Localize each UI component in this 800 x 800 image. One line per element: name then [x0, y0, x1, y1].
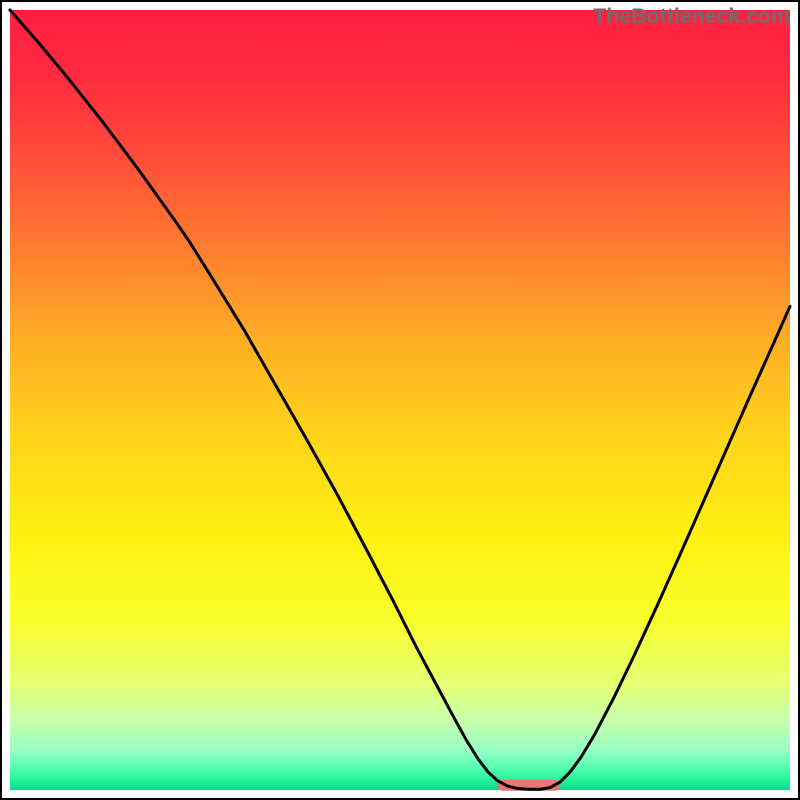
- chart-background: [10, 10, 790, 790]
- chart-svg: [0, 0, 800, 800]
- chart-container: TheBottleneck.com: [0, 0, 800, 800]
- attribution-text: TheBottleneck.com: [593, 4, 790, 29]
